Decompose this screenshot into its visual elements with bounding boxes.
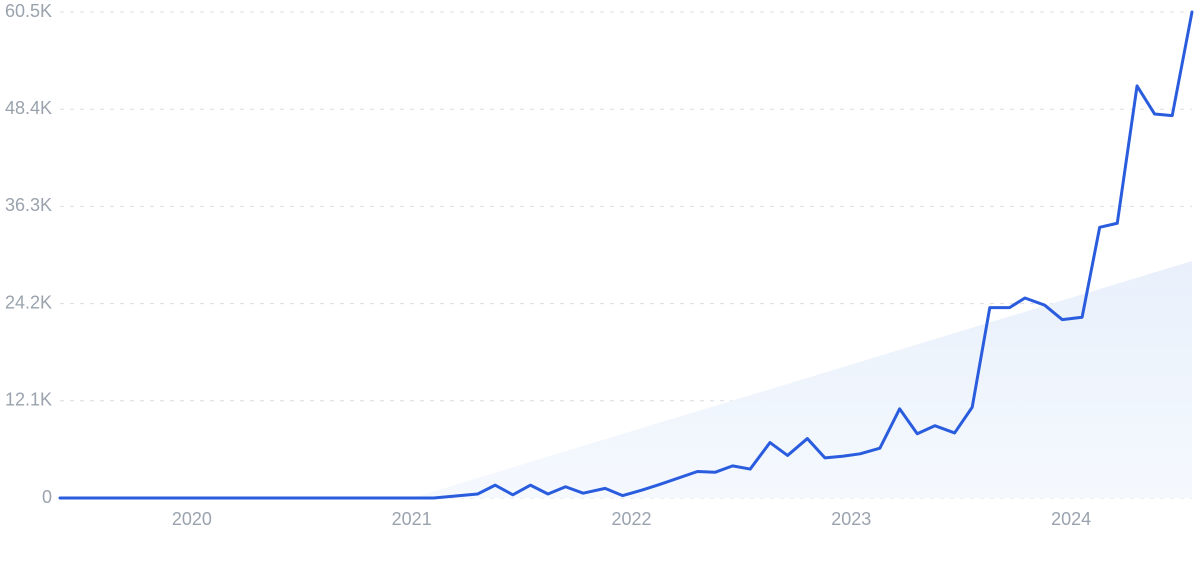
x-tick-label: 2020 [172, 509, 212, 529]
x-tick-label: 2023 [831, 509, 871, 529]
trend-chart: 0 12.1K 24.2K 36.3K 48.4K 60.5K 2020 2021 2022 20… [0, 0, 1200, 563]
y-tick-label: 48.4K [5, 98, 52, 118]
chart-svg: 0 12.1K 24.2K 36.3K 48.4K 60.5K 2020 2021 2022 20… [0, 0, 1200, 563]
x-tick-label: 2024 [1051, 509, 1091, 529]
y-tick-label: 36.3K [5, 195, 52, 215]
area-fill [412, 261, 1192, 498]
y-tick-label: 24.2K [5, 292, 52, 312]
y-tick-label: 12.1K [5, 390, 52, 410]
y-tick-label: 60.5K [5, 1, 52, 21]
x-tick-label: 2021 [392, 509, 432, 529]
x-tick-label: 2022 [611, 509, 651, 529]
y-tick-label: 0 [42, 487, 52, 507]
